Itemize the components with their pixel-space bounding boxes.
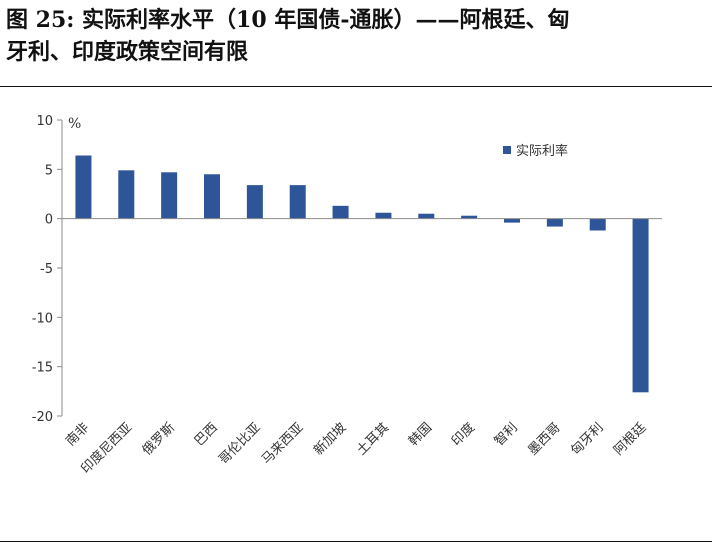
category-label: 土耳其 bbox=[354, 420, 392, 458]
bar-chart: 1050-5-10-15-20 南非印度尼西亚 俄罗斯 巴西哥伦比亚马来西亚 新加坡土… bbox=[32, 114, 662, 477]
bar bbox=[461, 215, 478, 219]
figure-title: 图 25: 实际利率水平（10 年国债-通胀）——阿根廷、匈 牙利、印度政策空间… bbox=[6, 4, 706, 68]
category-label: 阿根廷 bbox=[611, 420, 649, 458]
category-label: 墨西哥 bbox=[525, 420, 563, 458]
bar bbox=[204, 174, 220, 219]
category-label: 匈牙利 bbox=[568, 420, 606, 458]
y-tick-label: -10 bbox=[32, 311, 53, 326]
figure-title-line-2: 牙利、印度政策空间有限 bbox=[6, 39, 249, 65]
bar bbox=[546, 218, 563, 227]
y-tick-label: -20 bbox=[32, 410, 53, 425]
category-label: 印度 bbox=[448, 420, 478, 450]
bar bbox=[289, 185, 306, 219]
category-label: 新加坡 bbox=[310, 420, 349, 459]
bar bbox=[375, 212, 392, 219]
y-axis: 10 5 0 -5 -10 -15 -20 bbox=[32, 114, 63, 425]
legend-swatch bbox=[503, 146, 511, 154]
bar bbox=[246, 185, 263, 219]
bar bbox=[75, 155, 92, 219]
bottom-rule bbox=[0, 541, 712, 542]
category-label: 哥伦比亚 bbox=[216, 420, 263, 467]
top-rule bbox=[0, 86, 712, 87]
y-tick-label: 10 bbox=[36, 114, 53, 129]
category-label: 智利 bbox=[492, 420, 521, 449]
bar bbox=[418, 213, 435, 219]
bar-series bbox=[75, 155, 649, 393]
bar bbox=[589, 218, 606, 231]
bar bbox=[161, 172, 178, 219]
category-label: 巴西 bbox=[192, 420, 221, 449]
bar bbox=[118, 170, 135, 219]
bar bbox=[504, 218, 520, 223]
y-tick-label: -5 bbox=[40, 262, 53, 277]
y-tick-label: 0 bbox=[45, 213, 53, 228]
category-label: 韩国 bbox=[406, 420, 435, 449]
legend: 实际利率 bbox=[503, 143, 568, 159]
category-label: 南非 bbox=[63, 420, 93, 450]
y-tick-label: -15 bbox=[32, 361, 53, 376]
bar bbox=[332, 205, 349, 219]
unit-label: % bbox=[68, 116, 81, 132]
category-label: 马来西亚 bbox=[259, 420, 306, 467]
y-tick-label: 5 bbox=[45, 163, 53, 178]
legend-label: 实际利率 bbox=[516, 143, 568, 159]
category-label: 俄罗斯 bbox=[140, 420, 178, 458]
bar bbox=[632, 218, 649, 393]
figure-title-line-1: 图 25: 实际利率水平（10 年国债-通胀）——阿根廷、匈 bbox=[6, 7, 570, 33]
